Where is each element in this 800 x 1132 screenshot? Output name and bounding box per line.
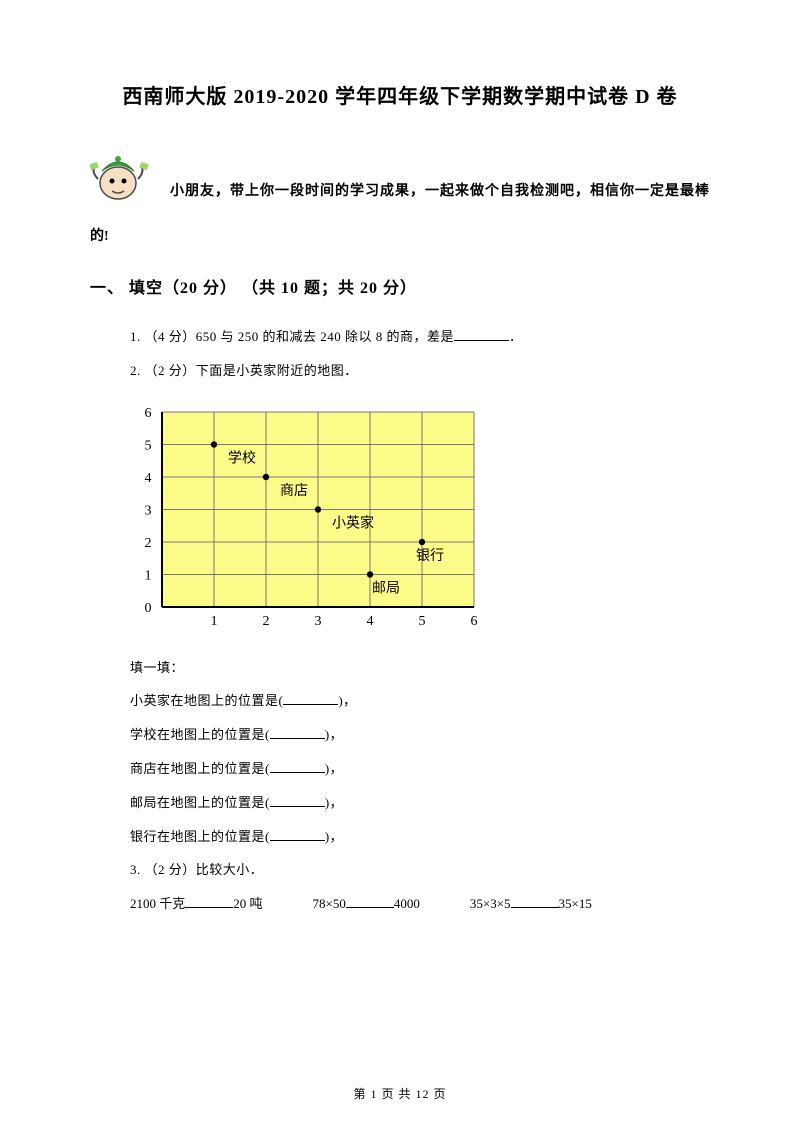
q1-blank[interactable]	[454, 328, 509, 341]
q2-item-3-text: 邮局在地图上的位置是(	[130, 795, 270, 810]
q2-item-suffix-0: )，	[338, 693, 356, 708]
q2-item-4-text: 银行在地图上的位置是(	[130, 829, 270, 844]
q2-blank-4[interactable]	[270, 828, 325, 841]
svg-text:2: 2	[263, 614, 270, 629]
q3-compare-row: 2100 千克 20 吨 78×50 4000 35×3×5 35×15	[130, 887, 710, 921]
question-1: 1. （4 分）650 与 250 的和减去 240 除以 8 的商，差是 ．	[130, 320, 710, 354]
svg-text:银行: 银行	[416, 548, 444, 564]
svg-text:邮局: 邮局	[372, 580, 400, 596]
q3-blank-1[interactable]	[185, 895, 233, 908]
q2-item-suffix-2: )，	[325, 761, 343, 776]
intro-text-line2: 的!	[90, 219, 710, 254]
svg-text:商店: 商店	[280, 483, 308, 499]
svg-text:学校: 学校	[228, 449, 256, 466]
q3-blank-2[interactable]	[346, 895, 394, 908]
svg-text:4: 4	[367, 614, 374, 629]
q2-item-3: 邮局在地图上的位置是( )，	[130, 786, 710, 820]
q2-item-suffix-1: )，	[325, 727, 343, 742]
q2-blank-3[interactable]	[270, 794, 325, 807]
q2-item-suffix-3: )，	[325, 795, 343, 810]
q1-suffix: ．	[509, 329, 523, 344]
q2-item-1-text: 学校在地图上的位置是(	[130, 727, 270, 742]
page-title: 西南师大版 2019-2020 学年四年级下学期数学期中试卷 D 卷	[90, 80, 710, 109]
q3-c2b: 4000	[394, 896, 420, 911]
svg-text:1: 1	[145, 568, 152, 583]
q3-blank-3[interactable]	[511, 895, 559, 908]
svg-text:6: 6	[471, 614, 478, 629]
map-chart: 0 1 2 3 4 5 6 1 2 3 4 5 6 学校商店小英家银行邮局	[130, 402, 710, 637]
q3-c3a: 35×3×5	[470, 896, 511, 911]
q1-prefix: 1. （4 分）650 与 250 的和减去 240 除以 8 的商，差是	[130, 329, 454, 344]
svg-text:4: 4	[145, 471, 152, 486]
q3-c2a: 78×50	[313, 896, 346, 911]
q2-item-2-text: 商店在地图上的位置是(	[130, 761, 270, 776]
section-heading: 一、 填空（20 分） （共 10 题；共 20 分）	[90, 274, 710, 298]
q3-c1b: 20 吨	[233, 896, 262, 911]
svg-text:1: 1	[211, 614, 218, 629]
q2-item-2: 商店在地图上的位置是( )，	[130, 752, 710, 786]
question-3: 3. （2 分）比较大小．	[130, 853, 710, 887]
q3-c2: 78×50 4000	[313, 887, 420, 921]
mascot-icon	[90, 149, 150, 209]
q3-c3: 35×3×5 35×15	[470, 887, 592, 921]
q2-fill-label: 填一填：	[130, 651, 710, 685]
q3-c3b: 35×15	[559, 896, 592, 911]
q2-item-0: 小英家在地图上的位置是( )，	[130, 684, 710, 718]
q2-blank-2[interactable]	[270, 760, 325, 773]
q3-c1: 2100 千克 20 吨	[130, 887, 263, 921]
q3-c1a: 2100 千克	[130, 896, 185, 911]
svg-text:3: 3	[145, 503, 152, 518]
svg-text:小英家: 小英家	[332, 514, 374, 531]
svg-text:5: 5	[419, 614, 426, 629]
q2-item-4: 银行在地图上的位置是( )，	[130, 820, 710, 854]
q2-item-suffix-4: )，	[325, 829, 343, 844]
intro-row: 小朋友，带上你一段时间的学习成果，一起来做个自我检测吧，相信你一定是最棒	[90, 149, 710, 209]
svg-text:5: 5	[145, 438, 152, 453]
q2-item-1: 学校在地图上的位置是( )，	[130, 718, 710, 752]
svg-text:2: 2	[145, 536, 152, 551]
svg-text:3: 3	[315, 614, 322, 629]
question-2: 2. （2 分）下面是小英家附近的地图．	[130, 354, 710, 388]
q2-blank-0[interactable]	[283, 692, 338, 705]
page-footer: 第 1 页 共 12 页	[0, 1085, 800, 1102]
intro-text-line1: 小朋友，带上你一段时间的学习成果，一起来做个自我检测吧，相信你一定是最棒	[170, 174, 710, 209]
svg-text:0: 0	[145, 601, 152, 616]
q2-blank-1[interactable]	[270, 726, 325, 739]
svg-text:6: 6	[145, 406, 152, 421]
q2-item-0-text: 小英家在地图上的位置是(	[130, 693, 283, 708]
